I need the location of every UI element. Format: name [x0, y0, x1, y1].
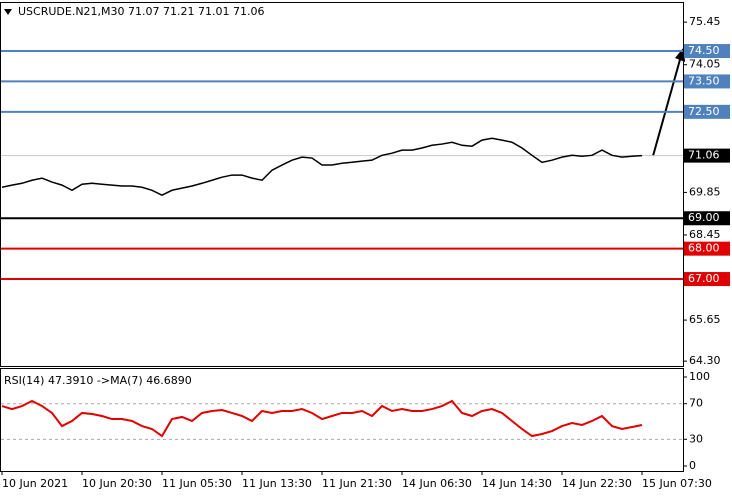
chart-title: USCRUDE.N21,M30 71.07 71.21 71.01 71.06 [18, 5, 265, 18]
y-tick-label: 0 [689, 459, 696, 472]
y-tick-label: 30 [689, 432, 703, 445]
level-label: 68.00 [688, 242, 720, 255]
level-label-box [684, 74, 730, 89]
x-tick-label: 10 Jun 2021 [2, 477, 68, 490]
panel-marker [4, 9, 12, 15]
x-tick-label: 11 Jun 21:30 [322, 477, 392, 490]
series-line [1, 399, 643, 438]
rsi-panel-frame [0, 368, 684, 472]
rsi-title: RSI(14) 47.3910 ->MA(7) 46.6890 [4, 374, 192, 387]
y-tick-label: 70 [689, 397, 703, 410]
y-tick-label: 74.05 [689, 58, 721, 71]
x-tick-label: 15 Jun 07:30 [642, 477, 712, 490]
y-tick-label: 68.45 [689, 228, 721, 241]
level-label: 74.50 [688, 44, 720, 57]
x-tick-label: 10 Jun 20:30 [82, 477, 152, 490]
level-label: 71.06 [688, 149, 720, 162]
x-tick-label: 11 Jun 13:30 [242, 477, 312, 490]
y-tick-label: 65.65 [689, 313, 721, 326]
series-line [1, 137, 643, 196]
level-label-box [684, 148, 730, 163]
y-tick-label: 69.85 [689, 185, 721, 198]
y-tick-label: 75.45 [689, 15, 721, 28]
level-label-box [684, 272, 730, 287]
x-tick-label: 14 Jun 14:30 [482, 477, 552, 490]
price-panel-frame [0, 2, 684, 367]
y-tick-label: 64.30 [689, 354, 721, 367]
level-label: 67.00 [688, 272, 720, 285]
x-tick-label: 14 Jun 22:30 [562, 477, 632, 490]
level-label: 73.50 [688, 74, 720, 87]
x-tick-label: 11 Jun 05:30 [162, 477, 232, 490]
level-label-box [684, 44, 730, 59]
level-label: 72.50 [688, 105, 720, 118]
x-tick-label: 14 Jun 06:30 [402, 477, 472, 490]
y-tick-label: 100 [689, 370, 710, 383]
level-label: 69.00 [688, 211, 720, 224]
level-label-box [684, 241, 730, 256]
level-label-box [684, 211, 730, 226]
level-label-box [684, 104, 730, 119]
forecast-arrow [652, 55, 682, 157]
